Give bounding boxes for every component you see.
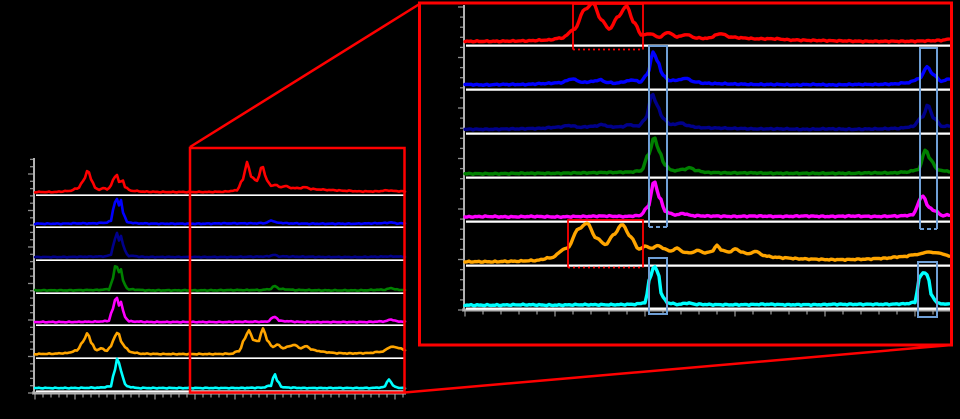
highlight-box-4 bbox=[917, 261, 938, 318]
zoom-connector-line-2 bbox=[404, 343, 952, 394]
zoom-trace-blue bbox=[463, 50, 951, 88]
overview-trace-navy bbox=[33, 231, 407, 259]
highlight-box-2 bbox=[648, 257, 668, 315]
red-peak-box-2 bbox=[567, 219, 644, 268]
zoom-source-box bbox=[188, 146, 406, 394]
zoom-trace-red bbox=[463, 1, 951, 44]
overview-trace-blue bbox=[33, 197, 407, 226]
highlight-box-1 bbox=[648, 45, 668, 227]
zoom-trace-magenta bbox=[463, 180, 951, 220]
highlight-box-3 bbox=[919, 47, 938, 229]
overview-trace-red bbox=[33, 160, 407, 194]
zoom-trace-green bbox=[463, 136, 951, 177]
zoom-trace-cyan bbox=[463, 265, 951, 308]
zoom-panel-border bbox=[418, 1, 953, 347]
overview-trace-magenta bbox=[33, 296, 407, 324]
overview-trace-cyan bbox=[33, 357, 407, 390]
zoom-trace-orange bbox=[463, 221, 951, 264]
overview-trace-green bbox=[33, 265, 407, 293]
overview-trace-orange bbox=[33, 327, 407, 356]
zoom-trace-navy bbox=[463, 92, 951, 132]
zoom-connector-line-1 bbox=[189, 2, 421, 149]
